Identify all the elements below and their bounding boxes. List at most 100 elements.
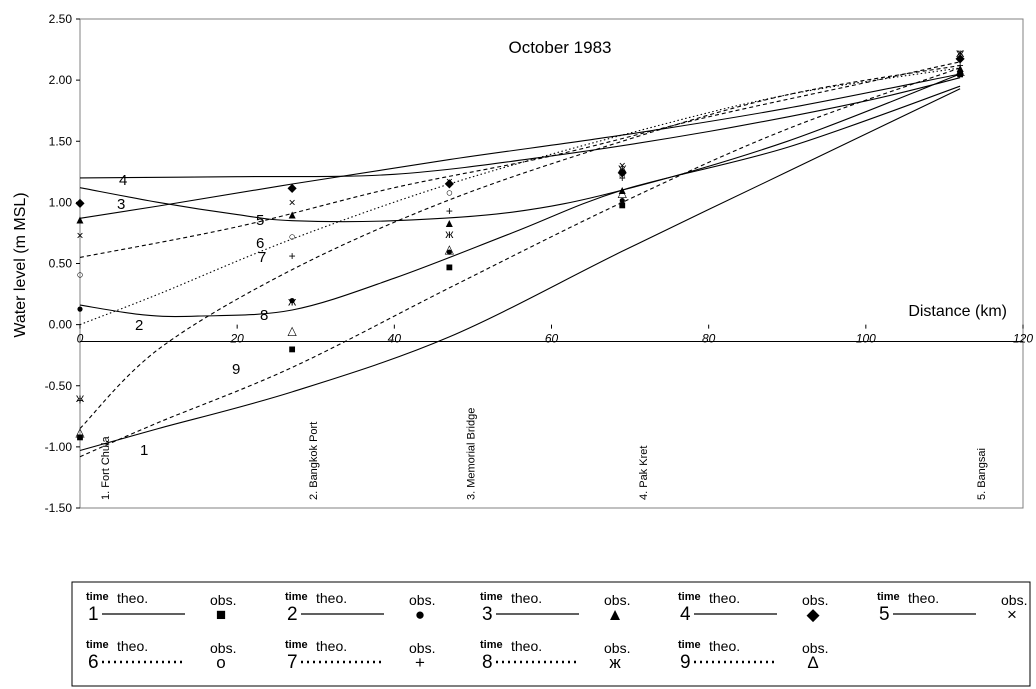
legend-marker: ж — [609, 653, 621, 672]
legend-marker: ◆ — [806, 605, 820, 624]
station-label: 4. Pak Kret — [638, 446, 650, 500]
theoretical-curves — [79, 61, 961, 458]
x-tick-labels: 0 20 40 60 80 100 120 — [77, 324, 1033, 346]
theoretical-curve-7 — [79, 64, 961, 429]
legend-time-word: time — [86, 639, 109, 651]
legend-marker: + — [415, 653, 425, 672]
y-tick-label: 2.00 — [49, 73, 73, 87]
observed-point-8: ж — [618, 161, 626, 175]
theoretical-curve-9 — [79, 67, 961, 458]
observed-point-2: ● — [289, 293, 296, 307]
observed-point-6: ○ — [957, 51, 964, 65]
y-tick-label: 0.50 — [49, 257, 73, 271]
y-tick-label: 0.00 — [49, 318, 73, 332]
x-tick-label: 60 — [545, 332, 559, 346]
legend-entry-5: time theo. obs. 5 × — [877, 590, 1027, 625]
legend-theo-word: theo. — [117, 590, 148, 606]
observed-point-8: ж — [445, 227, 453, 241]
legend-time-word: time — [86, 591, 109, 603]
observed-point-1: ■ — [957, 67, 964, 81]
observed-point-8: ж — [288, 294, 296, 308]
legend-time-word: time — [480, 591, 503, 603]
theoretical-curve-8 — [79, 67, 961, 326]
legend-marker: ▲ — [607, 605, 624, 624]
legend-obs-word: obs. — [1001, 592, 1027, 608]
y-tick-label: 1.00 — [49, 195, 73, 209]
legend-obs-word: obs. — [210, 640, 236, 656]
legend-obs-word: obs. — [210, 592, 236, 608]
x-tick-label: 120 — [1013, 332, 1033, 346]
y-axis-label: Water level (m MSL) — [12, 192, 29, 337]
plot-frame — [79, 18, 1024, 509]
observed-point-7: + — [619, 171, 626, 185]
legend-theo-word: theo. — [511, 590, 542, 606]
y-tick-label: -1.50 — [45, 501, 73, 515]
observed-point-4: ◆ — [445, 176, 455, 190]
legend-time-word: time — [678, 591, 701, 603]
legend-time-word: time — [480, 639, 503, 651]
theoretical-curve-6 — [79, 61, 961, 258]
observed-point-4: ◆ — [956, 51, 966, 65]
legend-theo-word: theo. — [709, 590, 740, 606]
curve-label-6: 6 — [256, 235, 264, 252]
observed-point-1: ■ — [289, 342, 296, 356]
legend-time-word: time — [285, 591, 308, 603]
observed-point-5: × — [446, 175, 453, 189]
observed-point-7: + — [446, 204, 453, 218]
observed-point-1: ■ — [619, 198, 626, 212]
station-label: 2. Bangkok Port — [308, 422, 320, 500]
observed-point-3: ▲ — [954, 61, 966, 75]
legend-time-word: time — [285, 639, 308, 651]
observed-point-4: ◆ — [75, 195, 85, 209]
x-tick-label: 100 — [856, 332, 876, 346]
legend-theo-word: theo. — [316, 638, 347, 654]
observed-point-3: ▲ — [443, 216, 455, 230]
observed-point-9: △ — [288, 324, 298, 338]
x-tick-label: 40 — [388, 332, 402, 346]
observed-point-9: △ — [618, 186, 628, 200]
y-tick-labels: 2.50 2.00 1.50 1.00 0.50 0.00 -0.50 -1.00 -1.50 — [45, 12, 80, 515]
legend-theo-word: theo. — [117, 638, 148, 654]
observed-point-5: × — [957, 46, 964, 60]
observed-point-7: + — [957, 58, 964, 72]
observed-point-3: ▲ — [286, 208, 298, 222]
observed-point-6: ○ — [619, 168, 626, 182]
legend-marker: ● — [415, 605, 425, 624]
legend-obs-word: obs. — [802, 640, 828, 656]
observed-point-7: + — [289, 249, 296, 263]
curve-label-8: 8 — [260, 307, 268, 324]
observed-point-7: + — [76, 393, 83, 407]
legend-theo-word: theo. — [709, 638, 740, 654]
theoretical-curve-2 — [79, 85, 961, 318]
observed-point-5: × — [289, 195, 296, 209]
observed-point-3: ▲ — [74, 212, 86, 226]
legend-marker: Δ — [807, 653, 818, 672]
curve-label-3: 3 — [117, 196, 125, 213]
legend-obs-word: obs. — [409, 592, 435, 608]
legend-obs-word: obs. — [604, 592, 630, 608]
legend-theo-word: theo. — [511, 638, 542, 654]
y-tick-label: -1.00 — [45, 440, 73, 454]
curve-label-2: 2 — [135, 317, 143, 334]
observed-point-9: △ — [956, 63, 966, 77]
curve-label-9: 9 — [232, 361, 240, 378]
station-label: 1. Fort Chula — [100, 436, 112, 500]
legend-entry-7: time theo. obs. 7 + — [285, 638, 435, 673]
chart-title: October 1983 — [508, 38, 611, 57]
observed-point-8: ж — [956, 46, 964, 60]
y-tick-label: -0.50 — [45, 379, 73, 393]
y-tick-label: 2.50 — [49, 12, 73, 26]
observed-point-6: ○ — [446, 186, 453, 200]
theoretical-curve-5 — [79, 73, 961, 219]
legend-time-word: time — [877, 591, 900, 603]
legend-number: 4 — [680, 604, 691, 625]
legend-time-word: time — [678, 639, 701, 651]
curve-label-4: 4 — [119, 172, 127, 189]
legend-number: 6 — [88, 652, 99, 673]
legend-obs-word: obs. — [409, 640, 435, 656]
observed-point-6: ○ — [76, 268, 83, 282]
legend-obs-word: obs. — [604, 640, 630, 656]
station-label: 3. Memorial Bridge — [465, 408, 477, 500]
observed-point-1: ■ — [76, 430, 83, 444]
x-tick-label: 80 — [702, 332, 716, 346]
